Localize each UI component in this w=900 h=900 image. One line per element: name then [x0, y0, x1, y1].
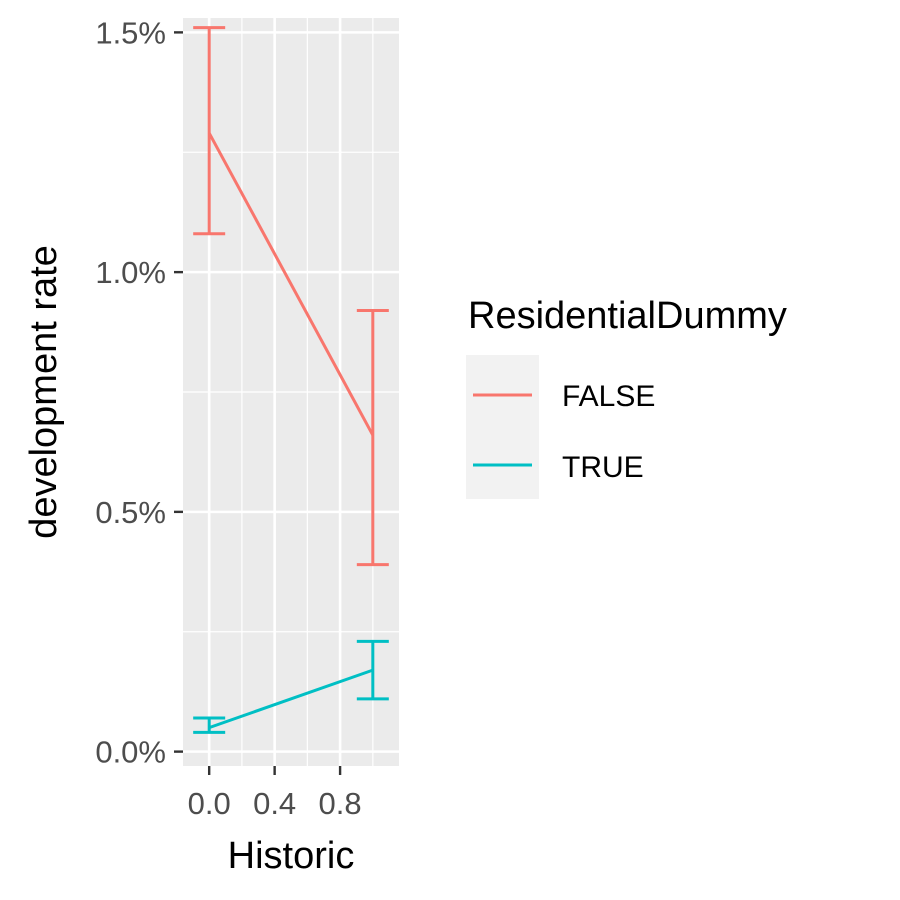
y-tick-label-0: 0.0%	[95, 735, 166, 770]
y-axis-title: development rate	[23, 245, 65, 539]
series-line-true	[208, 668, 374, 730]
x-tick-label-1: 0.4	[253, 786, 296, 821]
x-tick-label-0: 0.0	[188, 786, 231, 821]
legend: ResidentialDummy FALSE TRUE	[466, 295, 787, 499]
series-layer	[193, 26, 389, 734]
legend-key-background	[466, 355, 539, 499]
series-true	[193, 639, 389, 734]
x-axis-title: Historic	[228, 835, 355, 877]
errorbar-true-1	[356, 639, 389, 701]
y-tick-label-1: 0.5%	[95, 495, 166, 530]
errorbar-false-0	[193, 26, 226, 236]
errorbar-true-0	[193, 716, 226, 734]
errorbar-false-1	[356, 308, 389, 567]
tick-labels: 0.0 0.4 0.8 0.0% 0.5% 1.0% 1.5%	[95, 15, 361, 821]
axis-ticks	[174, 31, 342, 775]
series-false	[193, 26, 389, 567]
y-tick-label-3: 1.5%	[95, 15, 166, 50]
legend-label-false: FALSE	[562, 380, 655, 413]
x-tick-label-2: 0.8	[319, 786, 362, 821]
legend-title: ResidentialDummy	[468, 295, 787, 337]
legend-label-true: TRUE	[562, 451, 644, 484]
series-line-false	[207, 132, 375, 436]
y-tick-label-2: 1.0%	[95, 255, 166, 290]
